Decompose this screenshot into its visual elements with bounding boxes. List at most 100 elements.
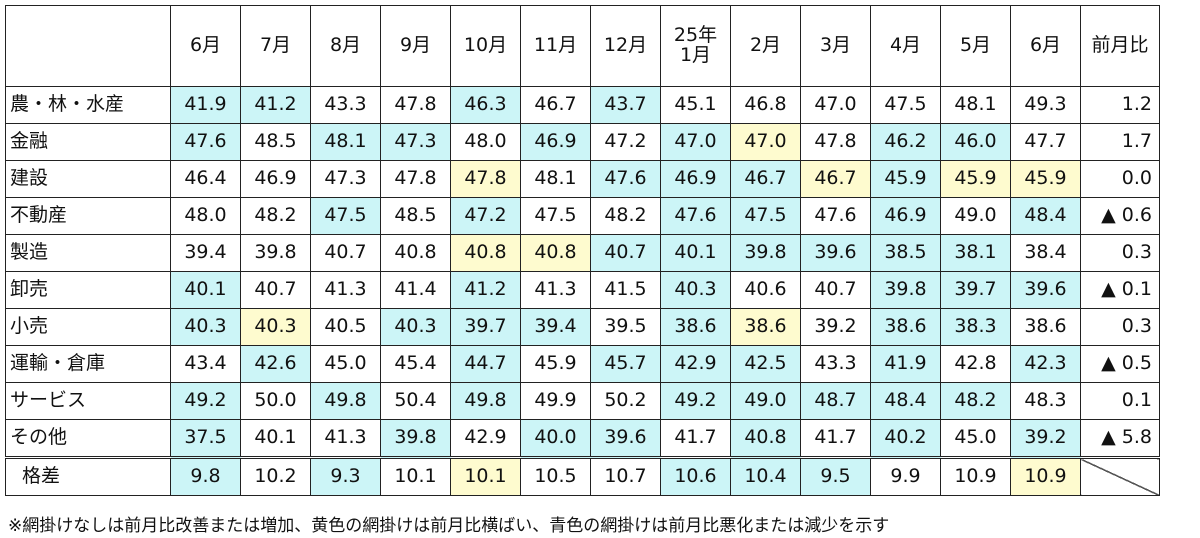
value-cell: 47.6 [800,197,871,235]
value-cell: 46.3 [450,86,521,124]
column-header: 9月 [380,5,451,87]
di-table: 6月 7月 8月 9月 10月 11月 12月 25年 1月 2月 3月 4月 5月 6月 前月比 農・林・… [5,5,1160,496]
value-cell: 49.8 [450,382,521,420]
change-cell: 0.1 [1080,382,1160,420]
value-cell: 45.0 [940,419,1011,458]
row-label: 運輸・倉庫 [5,345,171,383]
value-cell: 47.8 [380,86,451,124]
value-cell: 39.5 [590,308,661,346]
gap-value-cell: 10.7 [590,456,661,496]
value-cell: 38.1 [940,234,1011,272]
value-cell: 41.3 [520,271,591,309]
value-cell: 47.5 [870,86,941,124]
value-cell: 50.2 [590,382,661,420]
value-cell: 48.7 [800,382,871,420]
value-cell: 42.9 [450,419,521,458]
column-header: 2月 [730,5,801,87]
row-label: 金融 [5,123,171,161]
value-cell: 40.1 [660,234,731,272]
value-cell: 40.7 [310,234,381,272]
gap-value-cell: 9.8 [170,456,241,496]
value-cell: 43.4 [170,345,241,383]
value-cell: 47.0 [730,123,801,161]
value-cell: 48.5 [240,123,311,161]
table-row: 建設 46.4 46.9 47.3 47.8 47.8 48.1 47.6 46.9 46.7 46… [5,160,1160,198]
value-cell: 39.6 [800,234,871,272]
value-cell: 47.6 [590,160,661,198]
value-cell: 42.3 [1010,345,1081,383]
row-label: 農・林・水産 [5,86,171,124]
value-cell: 39.6 [1010,271,1081,309]
value-cell: 41.2 [240,86,311,124]
value-cell: 38.6 [730,308,801,346]
value-cell: 38.4 [1010,234,1081,272]
value-cell: 49.0 [730,382,801,420]
value-cell: 49.2 [660,382,731,420]
table-row: 製造 39.4 39.8 40.7 40.8 40.8 40.8 40.7 40.1 39.8 39… [5,234,1160,272]
value-cell: 40.8 [380,234,451,272]
value-cell: 47.5 [310,197,381,235]
value-cell: 45.9 [940,160,1011,198]
value-cell: 43.3 [310,86,381,124]
column-header: 12月 [590,5,661,87]
value-cell: 46.7 [520,86,591,124]
value-cell: 47.5 [730,197,801,235]
value-cell: 45.7 [590,345,661,383]
value-cell: 46.4 [170,160,241,198]
value-cell: 40.3 [240,308,311,346]
value-cell: 42.5 [730,345,801,383]
table-row: その他 37.5 40.1 41.3 39.8 42.9 40.0 39.6 41.7 40.8 4… [5,419,1160,458]
value-cell: 39.7 [940,271,1011,309]
value-cell: 48.3 [1010,382,1081,420]
value-cell: 40.0 [520,419,591,458]
value-cell: 48.4 [1010,197,1081,235]
value-cell: 46.8 [730,86,801,124]
gap-row: 格差 9.8 10.2 9.3 10.1 10.1 10.5 10.7 10.6 10.4 9.5 9… [5,456,1160,496]
value-cell: 38.5 [870,234,941,272]
value-cell: 42.9 [660,345,731,383]
column-header: 3月 [800,5,871,87]
value-cell: 48.2 [240,197,311,235]
gap-value-cell: 10.9 [940,456,1011,496]
row-label: サービス [5,382,171,420]
value-cell: 40.5 [310,308,381,346]
value-cell: 47.8 [450,160,521,198]
value-cell: 41.4 [380,271,451,309]
gap-value-cell: 9.9 [870,456,941,496]
value-cell: 46.9 [660,160,731,198]
change-cell: 1.7 [1080,123,1160,161]
value-cell: 49.9 [520,382,591,420]
value-cell: 39.8 [240,234,311,272]
value-cell: 45.9 [520,345,591,383]
value-cell: 50.4 [380,382,451,420]
value-cell: 48.0 [450,123,521,161]
gap-value-cell: 10.1 [450,456,521,496]
value-cell: 41.3 [310,271,381,309]
table-row: 運輸・倉庫 43.4 42.6 45.0 45.4 44.7 45.9 45.7 42.9 42.… [5,345,1160,383]
row-label: 不動産 [5,197,171,235]
value-cell: 45.4 [380,345,451,383]
value-cell: 47.2 [450,197,521,235]
change-cell: ▲ 0.1 [1080,271,1160,309]
value-cell: 45.1 [660,86,731,124]
value-cell: 48.1 [520,160,591,198]
value-cell: 48.5 [380,197,451,235]
value-cell: 47.0 [660,123,731,161]
value-cell: 43.3 [800,345,871,383]
value-cell: 40.7 [800,271,871,309]
gap-value-cell: 10.9 [1010,456,1081,496]
value-cell: 46.9 [870,197,941,235]
value-cell: 40.3 [660,271,731,309]
value-cell: 40.1 [240,419,311,458]
value-cell: 46.7 [730,160,801,198]
value-cell: 40.8 [730,419,801,458]
value-cell: 48.1 [310,123,381,161]
value-cell: 40.8 [450,234,521,272]
value-cell: 47.7 [1010,123,1081,161]
value-cell: 40.2 [870,419,941,458]
table-row: 卸売 40.1 40.7 41.3 41.4 41.2 41.3 41.5 40.3 40.6 40… [5,271,1160,309]
value-cell: 39.7 [450,308,521,346]
value-cell: 48.0 [170,197,241,235]
column-header: 5月 [940,5,1011,87]
value-cell: 41.3 [310,419,381,458]
